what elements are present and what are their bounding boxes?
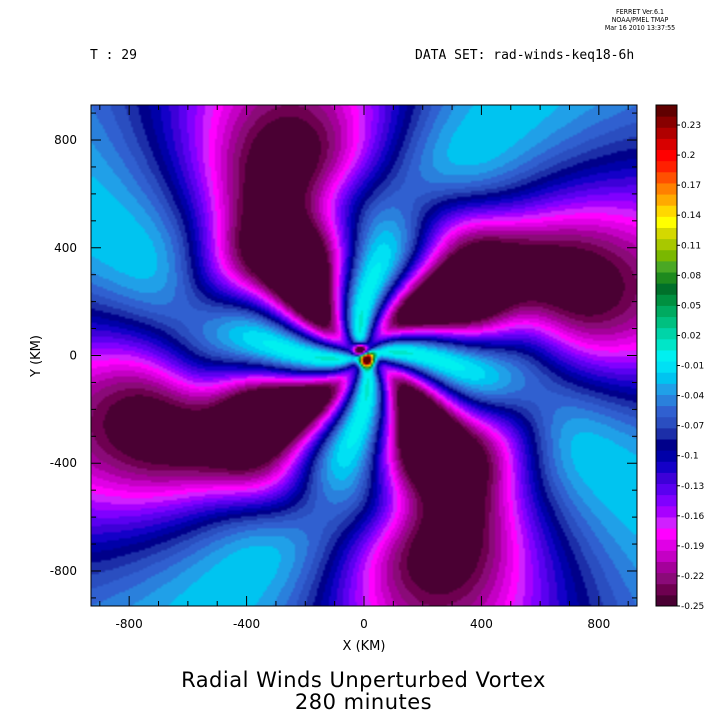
colorbar-label: 0.02 bbox=[681, 331, 701, 341]
colorbar-swatch bbox=[656, 194, 677, 206]
colorbar-swatch bbox=[656, 483, 677, 496]
colorbar-label: -0.22 bbox=[681, 572, 704, 582]
colorbar-swatch bbox=[656, 283, 677, 295]
colorbar-swatch bbox=[656, 160, 677, 173]
colorbar-swatch bbox=[656, 516, 677, 529]
colorbar-swatch bbox=[656, 272, 677, 284]
ferret-line-2: NOAA/PMEL TMAP bbox=[611, 16, 669, 24]
colorbar-swatch bbox=[656, 383, 677, 395]
colorbar-label: -0.16 bbox=[681, 512, 705, 522]
x-tick-label: 0 bbox=[360, 617, 368, 631]
colorbar-swatch bbox=[656, 416, 677, 429]
colorbar-swatch bbox=[656, 461, 677, 473]
colorbar-swatch bbox=[656, 372, 677, 384]
chart-title: Radial Winds Unperturbed Vortex bbox=[181, 668, 546, 692]
colorbar-label: -0.01 bbox=[681, 362, 704, 372]
x-axis-label: X (KM) bbox=[343, 639, 386, 654]
y-tick-label: 0 bbox=[69, 349, 77, 363]
x-tick-label: -800 bbox=[116, 617, 143, 631]
colorbar-swatch bbox=[656, 116, 677, 128]
colorbar-label: -0.25 bbox=[681, 602, 704, 612]
colorbar-label: -0.13 bbox=[681, 482, 704, 492]
colorbar-label: 0.05 bbox=[681, 301, 701, 311]
colorbar-swatch bbox=[656, 494, 677, 507]
colorbar-swatch bbox=[656, 405, 677, 418]
colorbar-label: 0.23 bbox=[681, 121, 701, 131]
colorbar-swatch bbox=[656, 294, 677, 306]
y-tick-label: -800 bbox=[50, 564, 77, 578]
chart-subtitle: 280 minutes bbox=[294, 690, 433, 714]
colorbar-swatch bbox=[656, 349, 677, 362]
colorbar-label: 0.08 bbox=[681, 271, 701, 281]
colorbar-swatch bbox=[656, 105, 677, 117]
y-tick-label: 400 bbox=[54, 241, 77, 255]
x-tick-label: 400 bbox=[470, 617, 493, 631]
colorbar-label: 0.14 bbox=[681, 211, 701, 221]
colorbar-swatch bbox=[656, 138, 677, 151]
colorbar-swatch bbox=[656, 249, 677, 262]
axes-group: -800 -400 0 400 800 -800 -400 0 400 800 bbox=[50, 105, 637, 631]
colorbar-swatch bbox=[656, 427, 677, 440]
colorbar-swatch bbox=[656, 127, 677, 139]
colorbar-swatch bbox=[656, 149, 677, 162]
ferret-line-1: FERRET Ver.6.1 bbox=[616, 8, 664, 16]
colorbar-swatch bbox=[656, 316, 677, 329]
colorbar-label: -0.04 bbox=[681, 392, 705, 402]
time-step-label: T : 29 bbox=[90, 48, 137, 63]
contour-field bbox=[91, 105, 637, 606]
colorbar: -0.25 -0.22 -0.19 -0.16 -0.13 -0.1 -0.07 -0.04 -… bbox=[655, 104, 705, 612]
ferret-line-3: Mar 16 2010 13:37:55 bbox=[604, 24, 676, 32]
y-tick-label: -400 bbox=[50, 456, 77, 470]
colorbar-label: -0.1 bbox=[681, 452, 699, 462]
colorbar-swatch bbox=[656, 227, 677, 240]
x-tick-label: 800 bbox=[587, 617, 610, 631]
colorbar-swatch bbox=[656, 260, 677, 273]
colorbar-label: 0.2 bbox=[681, 151, 695, 161]
colorbar-label: 0.17 bbox=[681, 181, 701, 191]
colorbar-swatch bbox=[656, 539, 677, 551]
x-tick-label: -400 bbox=[233, 617, 260, 631]
colorbar-label: -0.07 bbox=[681, 422, 704, 432]
colorbar-swatch bbox=[656, 216, 677, 228]
colorbar-label: 0.11 bbox=[681, 241, 701, 251]
colorbar-swatch bbox=[656, 338, 677, 351]
dataset-label: DATA SET: rad-winds-keq18-6h bbox=[415, 48, 635, 63]
colorbar-swatch bbox=[656, 327, 677, 340]
ferret-version-stamp: FERRET Ver.6.1 NOAA/PMEL TMAP Mar 16 201… bbox=[560, 8, 713, 32]
colorbar-swatch bbox=[656, 528, 677, 540]
colorbar-swatch bbox=[656, 305, 677, 318]
colorbar-swatch bbox=[656, 550, 677, 562]
colorbar-swatch bbox=[656, 450, 677, 462]
colorbar-swatch bbox=[656, 439, 677, 451]
colorbar-swatch bbox=[656, 182, 677, 195]
colorbar-swatch bbox=[656, 171, 677, 184]
y-axis-label: Y (KM) bbox=[29, 335, 44, 378]
colorbar-swatch bbox=[656, 561, 677, 574]
y-tick-label: 800 bbox=[54, 133, 77, 147]
colorbar-swatch bbox=[656, 572, 677, 585]
colorbar-swatch bbox=[656, 238, 677, 251]
colorbar-frame bbox=[655, 104, 678, 607]
colorbar-swatch bbox=[656, 472, 677, 485]
colorbar-swatch bbox=[656, 361, 677, 373]
colorbar-swatch bbox=[656, 394, 677, 407]
colorbar-swatch bbox=[656, 594, 677, 607]
colorbar-swatch bbox=[656, 583, 677, 596]
colorbar-label: -0.19 bbox=[681, 542, 705, 552]
colorbar-swatch bbox=[656, 205, 677, 217]
colorbar-swatch bbox=[656, 505, 677, 518]
